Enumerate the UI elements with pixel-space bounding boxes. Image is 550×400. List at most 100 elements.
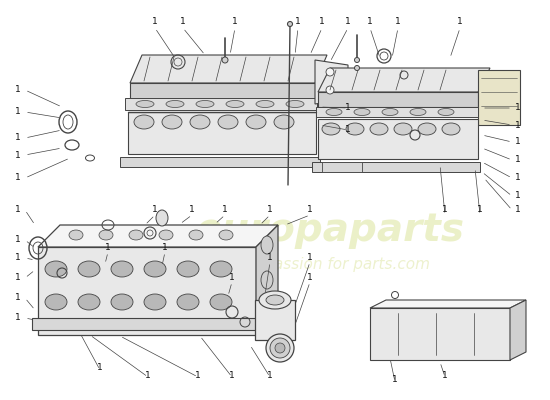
Bar bbox=[125, 98, 317, 110]
Text: a passion for parts.com: a passion for parts.com bbox=[250, 258, 430, 272]
Text: 1: 1 bbox=[515, 138, 521, 146]
Polygon shape bbox=[255, 300, 295, 340]
Text: 1: 1 bbox=[15, 86, 21, 94]
Text: 1: 1 bbox=[395, 18, 401, 26]
Text: 1: 1 bbox=[345, 126, 351, 134]
Ellipse shape bbox=[219, 230, 233, 240]
Text: 1: 1 bbox=[152, 206, 158, 214]
Ellipse shape bbox=[111, 261, 133, 277]
Text: 1: 1 bbox=[15, 294, 21, 302]
Ellipse shape bbox=[144, 294, 166, 310]
Text: 1: 1 bbox=[15, 108, 21, 116]
Ellipse shape bbox=[159, 230, 173, 240]
Ellipse shape bbox=[196, 100, 214, 108]
Ellipse shape bbox=[261, 271, 273, 289]
Ellipse shape bbox=[275, 343, 285, 353]
Ellipse shape bbox=[354, 108, 370, 116]
Ellipse shape bbox=[326, 108, 342, 116]
Bar bbox=[318, 119, 478, 159]
Text: 1: 1 bbox=[345, 104, 351, 112]
Text: 1: 1 bbox=[162, 244, 168, 252]
Bar bbox=[316, 107, 478, 117]
Ellipse shape bbox=[438, 108, 454, 116]
Text: 1: 1 bbox=[345, 18, 351, 26]
Bar bbox=[120, 157, 320, 167]
Ellipse shape bbox=[189, 230, 203, 240]
Text: 1: 1 bbox=[15, 174, 21, 182]
Ellipse shape bbox=[442, 123, 460, 135]
Text: 1: 1 bbox=[392, 376, 398, 384]
Text: 1: 1 bbox=[267, 254, 273, 262]
Ellipse shape bbox=[162, 115, 182, 129]
Text: 1: 1 bbox=[442, 370, 448, 380]
Ellipse shape bbox=[99, 230, 113, 240]
Ellipse shape bbox=[111, 294, 133, 310]
Ellipse shape bbox=[382, 108, 398, 116]
Ellipse shape bbox=[322, 123, 340, 135]
Ellipse shape bbox=[210, 261, 232, 277]
Polygon shape bbox=[130, 83, 315, 101]
Polygon shape bbox=[370, 300, 526, 308]
Ellipse shape bbox=[177, 261, 199, 277]
Ellipse shape bbox=[78, 261, 100, 277]
Text: 1: 1 bbox=[180, 18, 186, 26]
Text: 1: 1 bbox=[15, 314, 21, 322]
Polygon shape bbox=[38, 247, 256, 335]
Text: 1: 1 bbox=[515, 120, 521, 130]
Ellipse shape bbox=[78, 294, 100, 310]
Text: 1: 1 bbox=[15, 236, 21, 244]
Bar bbox=[128, 112, 316, 154]
Ellipse shape bbox=[129, 230, 143, 240]
Ellipse shape bbox=[261, 236, 273, 254]
Ellipse shape bbox=[45, 261, 67, 277]
Ellipse shape bbox=[410, 108, 426, 116]
Text: 1: 1 bbox=[15, 254, 21, 262]
Text: 1: 1 bbox=[222, 206, 228, 214]
Bar bbox=[32, 318, 257, 330]
Ellipse shape bbox=[326, 86, 334, 94]
Text: 1: 1 bbox=[515, 156, 521, 164]
Ellipse shape bbox=[266, 295, 284, 305]
Text: 1: 1 bbox=[15, 206, 21, 214]
Ellipse shape bbox=[326, 68, 334, 76]
Ellipse shape bbox=[218, 115, 238, 129]
Text: 1: 1 bbox=[105, 244, 111, 252]
Text: 1: 1 bbox=[195, 370, 201, 380]
Bar bbox=[478, 70, 520, 125]
Text: 1: 1 bbox=[229, 370, 235, 380]
Text: 1: 1 bbox=[97, 364, 103, 372]
Text: 1: 1 bbox=[15, 274, 21, 282]
Text: 1: 1 bbox=[457, 18, 463, 26]
Text: 1: 1 bbox=[307, 254, 313, 262]
Text: 1: 1 bbox=[229, 274, 235, 282]
Text: 1: 1 bbox=[515, 174, 521, 182]
Ellipse shape bbox=[210, 294, 232, 310]
Polygon shape bbox=[256, 225, 278, 335]
Text: europaparts: europaparts bbox=[195, 211, 465, 249]
Text: 1: 1 bbox=[189, 206, 195, 214]
Ellipse shape bbox=[270, 338, 290, 358]
Text: 1: 1 bbox=[477, 206, 483, 214]
Polygon shape bbox=[38, 225, 278, 247]
Polygon shape bbox=[318, 68, 490, 92]
Ellipse shape bbox=[266, 334, 294, 362]
Ellipse shape bbox=[288, 22, 293, 26]
Bar bbox=[370, 308, 510, 360]
Text: 1: 1 bbox=[307, 206, 313, 214]
Text: 1: 1 bbox=[319, 18, 325, 26]
Text: 1: 1 bbox=[295, 18, 301, 26]
Ellipse shape bbox=[134, 115, 154, 129]
Bar bbox=[312, 162, 480, 172]
Ellipse shape bbox=[286, 100, 304, 108]
Text: 1: 1 bbox=[515, 104, 521, 112]
Polygon shape bbox=[315, 60, 348, 104]
Text: 1: 1 bbox=[15, 150, 21, 160]
Text: 1: 1 bbox=[267, 370, 273, 380]
Text: 1: 1 bbox=[367, 18, 373, 26]
Ellipse shape bbox=[346, 123, 364, 135]
Ellipse shape bbox=[256, 100, 274, 108]
Ellipse shape bbox=[45, 294, 67, 310]
Ellipse shape bbox=[394, 123, 412, 135]
Ellipse shape bbox=[274, 115, 294, 129]
Text: 1: 1 bbox=[515, 192, 521, 200]
